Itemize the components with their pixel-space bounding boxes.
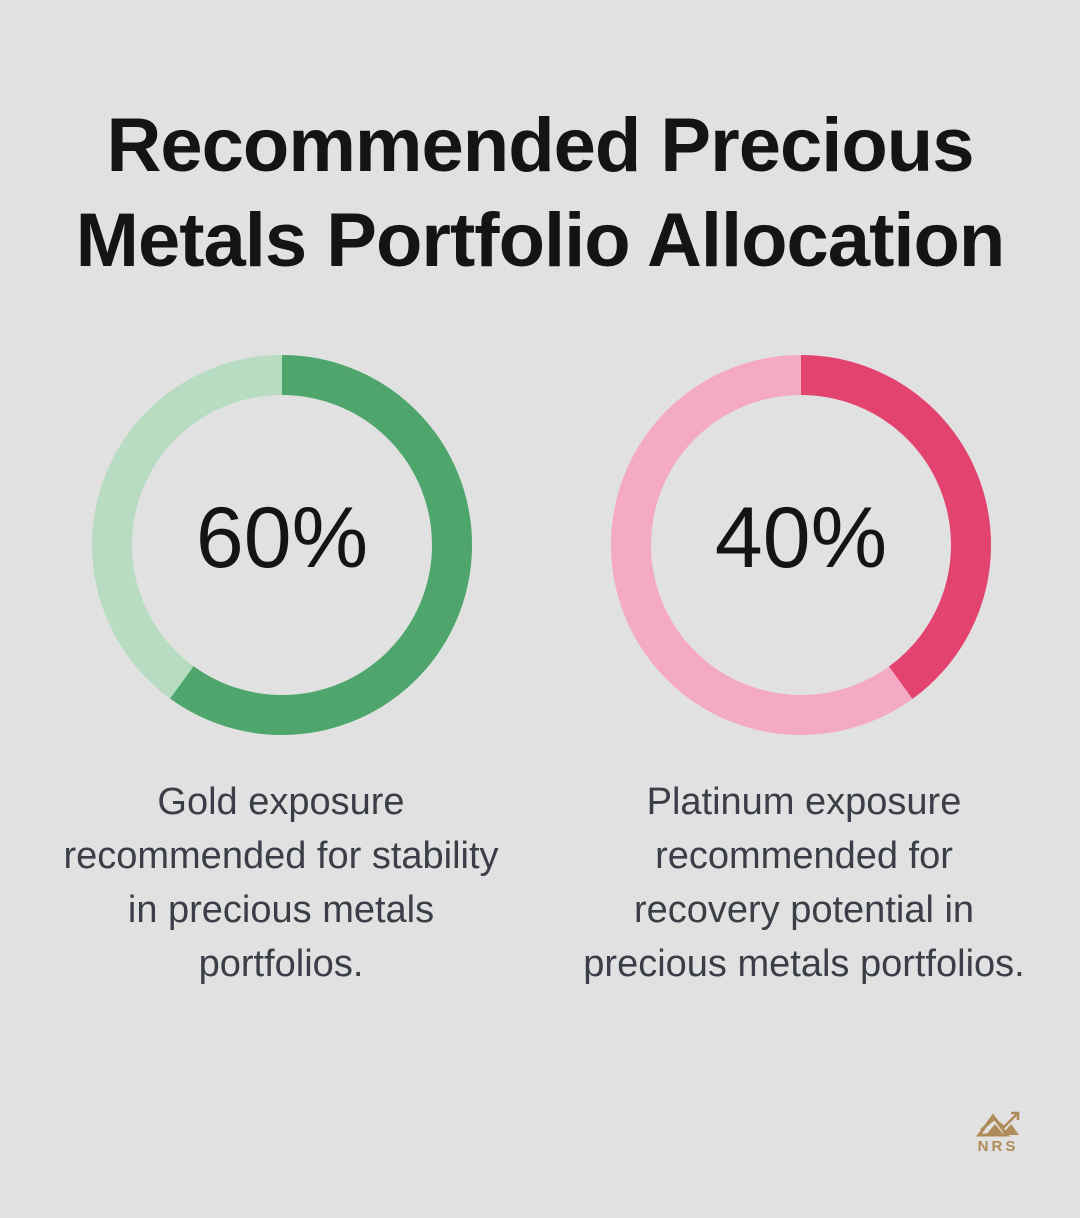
- gold-caption-line: recommended for stability: [63, 835, 499, 877]
- gold-caption-line: in precious metals: [127, 889, 435, 931]
- gold-caption-line: portfolios.: [198, 943, 364, 985]
- gold-percent-label: 60%: [195, 489, 369, 586]
- gold-caption: Gold exposure recommended for stability …: [19, 775, 543, 991]
- platinum-caption: Platinum exposure recommended for recove…: [542, 775, 1066, 991]
- platinum-donut-rings: [611, 355, 991, 735]
- platinum-donut-arc: [611, 355, 991, 735]
- mountain-arrow-icon: [976, 1111, 1020, 1137]
- page-title: Recommended Precious Metals Portfolio Al…: [0, 98, 1080, 288]
- nrs-logo: NRS: [974, 1110, 1022, 1155]
- gold-donut-arc: [92, 355, 472, 735]
- platinum-caption-line: recovery potential in: [633, 889, 975, 931]
- gold-donut-rings: [92, 355, 472, 735]
- title-line-2: Metals Portfolio Allocation: [75, 198, 1006, 283]
- platinum-caption-line: recommended for: [655, 835, 953, 877]
- gold-caption-line: Gold exposure: [157, 781, 405, 823]
- platinum-caption-line: Platinum exposure: [646, 781, 962, 823]
- logo-text: NRS: [977, 1138, 1019, 1155]
- gold-donut-chart: 60%: [92, 355, 472, 735]
- title-line-1: Recommended Precious: [106, 103, 975, 188]
- platinum-percent-label: 40%: [714, 489, 888, 586]
- platinum-caption-line: precious metals portfolios.: [583, 943, 1025, 985]
- platinum-donut-chart: 40%: [611, 355, 991, 735]
